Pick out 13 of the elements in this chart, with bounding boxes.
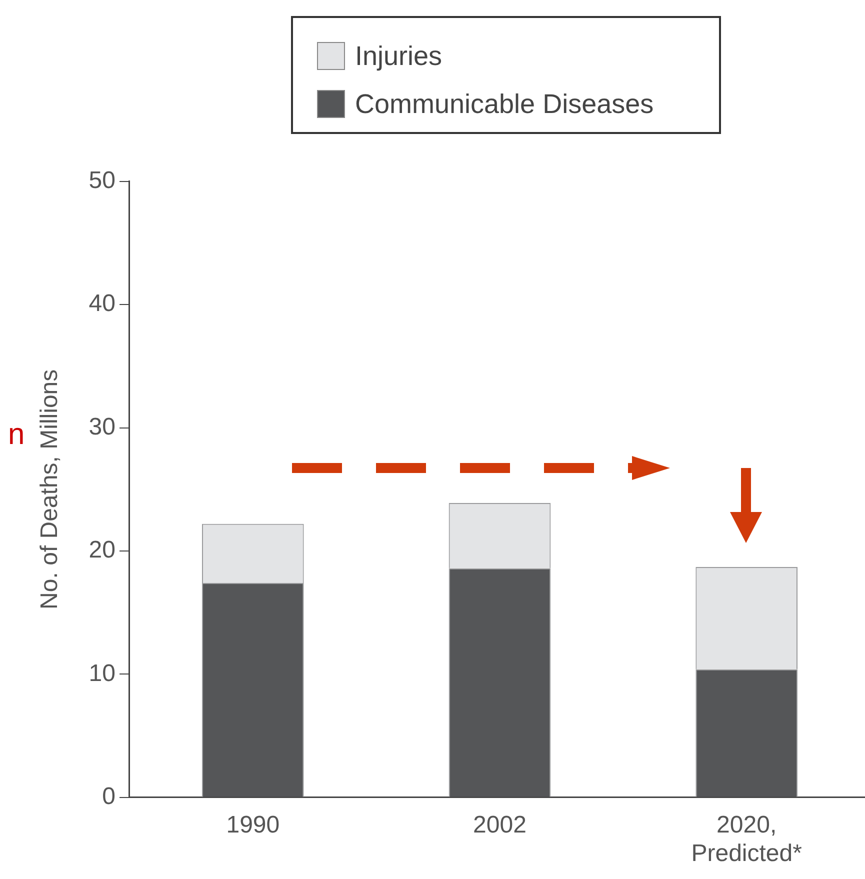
x-tick-label: 2020, Predicted*: [691, 811, 802, 868]
legend-label: Communicable Diseases: [355, 88, 654, 120]
x-tick-label: 1990: [226, 811, 280, 838]
x-tick-label: 2002: [473, 811, 526, 838]
y-tick-label: 50: [88, 167, 116, 194]
legend-label: Injuries: [355, 40, 442, 72]
y-tick-label: 0: [102, 783, 116, 810]
y-tick-label: 20: [88, 536, 116, 564]
y-tick-label: 30: [88, 413, 116, 440]
y-tick-label: 10: [88, 660, 116, 687]
y-axis-title: No. of Deaths, Millions: [36, 369, 64, 610]
text: n: [8, 418, 25, 451]
y-tick-label: 40: [88, 290, 116, 318]
